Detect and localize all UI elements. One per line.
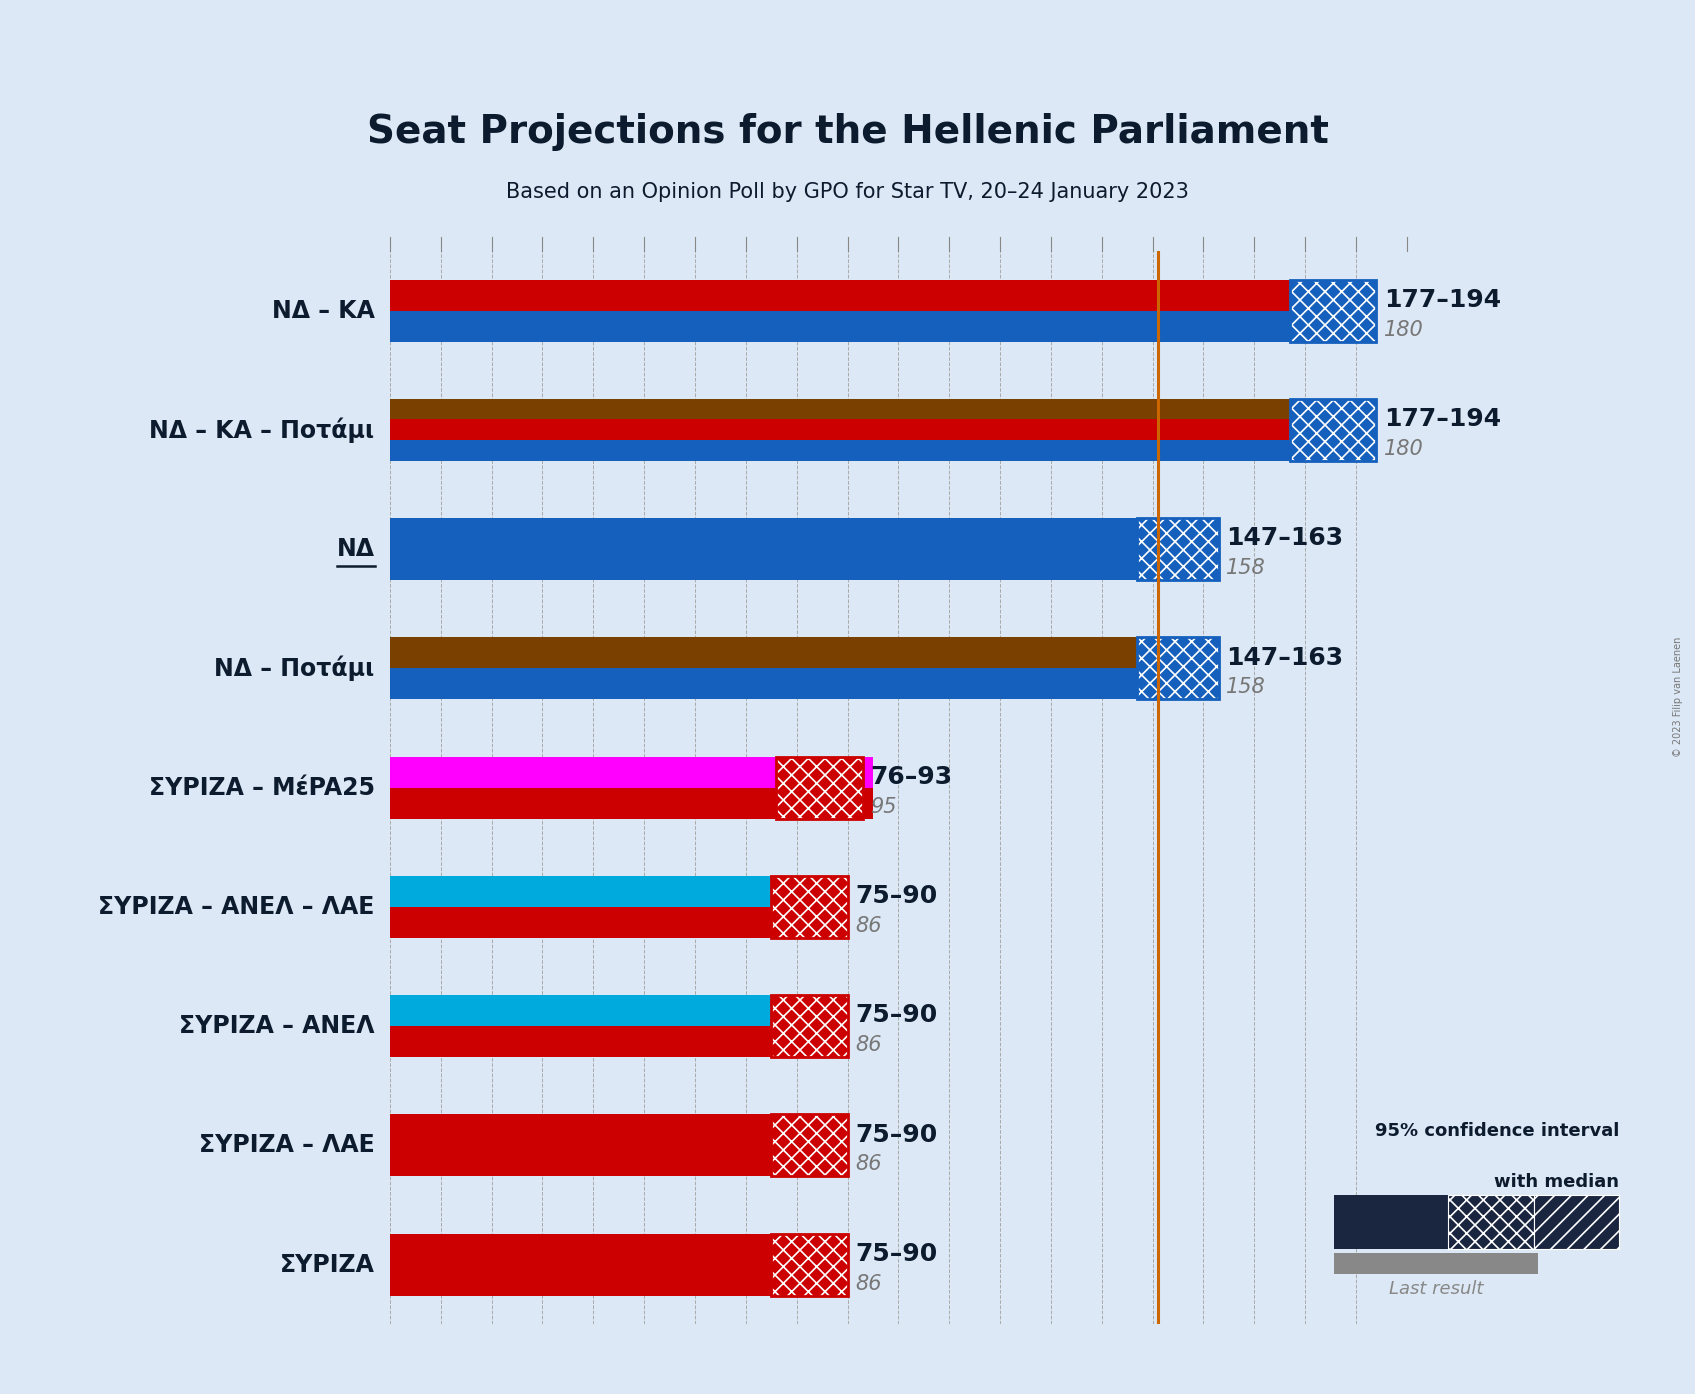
Text: 158: 158	[1227, 677, 1266, 697]
Bar	[771, 1114, 848, 1177]
Text: ΝΔ – ΚΑ – Ποτάμι: ΝΔ – ΚΑ – Ποτάμι	[149, 417, 375, 442]
Bar	[390, 1135, 827, 1156]
Bar	[1137, 637, 1219, 700]
Text: ΝΔ: ΝΔ	[337, 537, 375, 560]
Bar	[390, 1255, 827, 1274]
Text: 95% confidence interval: 95% confidence interval	[1375, 1122, 1619, 1140]
Bar	[1137, 519, 1219, 580]
Text: Last result: Last result	[1388, 1280, 1483, 1298]
Bar	[771, 1114, 848, 1177]
Text: ΣΥΡΙΖΑ – ΑΝΕΛ: ΣΥΡΙΖΑ – ΑΝΕΛ	[180, 1015, 375, 1039]
Bar	[390, 280, 1305, 311]
Bar	[771, 1234, 848, 1295]
Bar	[390, 907, 827, 938]
Bar	[390, 995, 827, 1026]
Bar	[1290, 280, 1376, 342]
Bar	[1137, 519, 1219, 580]
Bar	[1137, 637, 1219, 700]
Bar	[1290, 399, 1376, 461]
Text: 75–90: 75–90	[856, 884, 937, 907]
Text: ΣΥΡΙΖΑ – ΜέPA25: ΣΥΡΙΖΑ – ΜέPA25	[149, 775, 375, 800]
Bar	[390, 1114, 827, 1177]
Bar	[390, 519, 1193, 580]
Bar	[390, 420, 1305, 441]
Bar	[390, 1026, 827, 1057]
Bar	[776, 757, 863, 818]
Bar	[390, 399, 1305, 420]
Bar	[390, 875, 827, 907]
Bar	[1137, 637, 1219, 700]
Text: 158: 158	[1227, 558, 1266, 579]
Text: 147–163: 147–163	[1227, 645, 1344, 669]
Text: 86: 86	[856, 916, 881, 935]
Bar	[390, 1016, 827, 1036]
Bar	[771, 995, 848, 1057]
Text: 86: 86	[856, 1154, 881, 1175]
Bar	[390, 1234, 827, 1295]
Bar	[771, 1114, 848, 1177]
Bar	[390, 778, 873, 797]
Bar	[771, 995, 848, 1057]
Bar	[1137, 519, 1219, 580]
Text: 86: 86	[856, 1036, 881, 1055]
Text: Seat Projections for the Hellenic Parliament: Seat Projections for the Hellenic Parlia…	[366, 113, 1329, 152]
Bar	[776, 757, 863, 818]
Text: 177–194: 177–194	[1383, 287, 1502, 312]
Text: 75–90: 75–90	[856, 1004, 937, 1027]
Text: 180: 180	[1383, 439, 1424, 459]
Bar	[771, 1234, 848, 1295]
Bar	[771, 1234, 848, 1295]
Bar	[390, 757, 873, 788]
Text: with median: with median	[1493, 1172, 1619, 1190]
Bar	[1334, 1195, 1619, 1249]
Bar	[390, 637, 1193, 668]
Text: 177–194: 177–194	[1383, 407, 1502, 431]
Bar	[390, 441, 1305, 461]
Bar	[390, 896, 827, 917]
Text: ΝΔ – ΚΑ: ΝΔ – ΚΑ	[271, 298, 375, 322]
Text: 75–90: 75–90	[856, 1242, 937, 1266]
Bar	[776, 757, 863, 818]
Bar	[390, 301, 1305, 321]
Bar	[390, 788, 873, 818]
Bar	[1290, 399, 1376, 461]
Text: 76–93: 76–93	[871, 765, 953, 789]
Bar	[771, 875, 848, 938]
Bar	[1534, 1195, 1619, 1249]
Text: © 2023 Filip van Laenen: © 2023 Filip van Laenen	[1673, 637, 1683, 757]
Bar	[390, 668, 1193, 700]
Bar	[771, 875, 848, 938]
Text: 86: 86	[856, 1274, 881, 1294]
Text: 180: 180	[1383, 319, 1424, 340]
Text: ΣΥΡΙΖΑ – ΑΝΕΛ – ΛΑΕ: ΣΥΡΙΖΑ – ΑΝΕΛ – ΛΑΕ	[98, 895, 375, 919]
Bar	[1290, 280, 1376, 342]
Bar	[771, 995, 848, 1057]
Text: 75–90: 75–90	[856, 1122, 937, 1147]
Bar	[390, 311, 1305, 342]
Bar	[390, 420, 1305, 441]
Text: Based on an Opinion Poll by GPO for Star TV, 20–24 January 2023: Based on an Opinion Poll by GPO for Star…	[507, 183, 1188, 202]
Text: ΣΥΡΙΖΑ: ΣΥΡΙΖΑ	[280, 1253, 375, 1277]
Bar	[390, 658, 1193, 679]
Bar	[1334, 1253, 1537, 1274]
Bar	[1290, 280, 1376, 342]
Bar	[390, 539, 1193, 559]
Bar	[771, 875, 848, 938]
Bar	[1448, 1195, 1534, 1249]
Text: 147–163: 147–163	[1227, 527, 1344, 551]
Text: 95: 95	[871, 797, 897, 817]
Bar	[1290, 399, 1376, 461]
Text: ΝΔ – Ποτάμι: ΝΔ – Ποτάμι	[214, 655, 375, 682]
Text: ΣΥΡΙΖΑ – ΛΑΕ: ΣΥΡΙΖΑ – ΛΑΕ	[198, 1133, 375, 1157]
